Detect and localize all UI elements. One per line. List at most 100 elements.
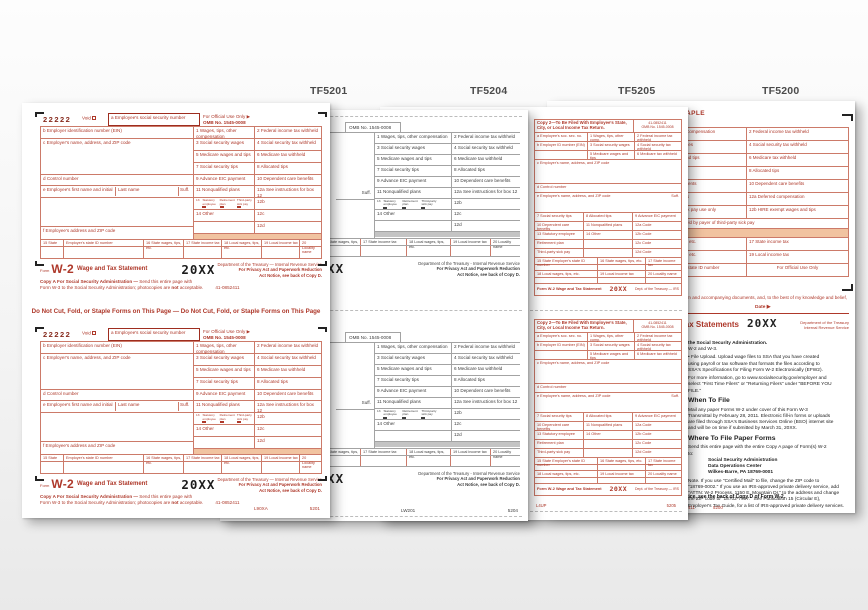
box-label: 19 Local income tax	[450, 239, 490, 245]
box-label: 12b	[254, 198, 321, 210]
box-label: b Employer identification number (EIN)	[41, 127, 193, 139]
statutory-employee-checkbox	[202, 206, 207, 209]
registration-corner-mark	[35, 112, 44, 117]
box-label: 20 Locality name	[299, 240, 321, 254]
retirement-plan-checkbox	[219, 421, 224, 424]
registration-corner-mark	[318, 261, 327, 266]
w2-copy-2-form: Copy 2—To Be Filed With Employee's State…	[535, 320, 681, 495]
department-line: Department of the Treasury - Internal Re…	[418, 471, 520, 476]
box-label: 12a Deferred compensation	[746, 193, 848, 205]
box-label: 14 Other	[583, 231, 632, 239]
box-label: b Employer ID number (EIN)	[537, 343, 585, 347]
box-label: 12a See instructions for box 12	[254, 186, 321, 198]
box-label: 2 Federal income tax withheld	[634, 133, 681, 142]
box-label: 12c	[254, 425, 321, 437]
box-label: 12c	[451, 420, 520, 430]
box-label: 7 Social security tips	[537, 414, 572, 418]
box-label: d Control number	[41, 390, 193, 402]
box-label: 2 Federal income tax withheld	[254, 127, 321, 138]
copy-2-header: City, or Local Income Tax Return.	[537, 324, 605, 330]
omb-number: OMB No. 1545-0008	[641, 125, 674, 130]
state-value-cell	[597, 465, 645, 470]
box-label: 1 Wages, tips, other comp.	[587, 133, 634, 142]
copy-2-header: Copy 2—To Be Filed With Employee's State…	[537, 320, 627, 325]
box-label: 10 Dependent care benefits	[451, 177, 520, 187]
box-label: Third-party sick pay	[421, 409, 437, 417]
form-title: Form W-2 Wage and Tax Statement	[537, 286, 602, 292]
state-value-cell	[597, 478, 645, 483]
box-label: e Employee's name, address, and ZIP code	[537, 194, 611, 198]
divider	[336, 409, 374, 410]
form-word: Form	[40, 483, 50, 488]
page-number: 5201	[309, 506, 320, 511]
box-label: 17 State income tax	[360, 449, 406, 455]
box-label: Statutory employee	[383, 409, 397, 417]
box-13-number: 13	[196, 198, 200, 203]
state-value-cell	[645, 465, 681, 470]
copy-a-line: Form W-3 to the Social Security Administ…	[40, 285, 172, 291]
box-label: Employer's state ID number	[63, 455, 143, 461]
box-label: Retirement plan	[219, 198, 235, 206]
box-13-number: 13	[196, 413, 200, 418]
box-label: Retirement plan	[402, 409, 418, 417]
box-label: a Employee's soc. sec. no.	[537, 134, 583, 138]
box-label: 6 Medicare tax withheld	[451, 155, 520, 165]
box-label: 8 Allocated tips	[451, 376, 520, 386]
date-label: Date ▶	[755, 305, 771, 310]
w2-copy-2-form: Copy 2—To Be Filed With Employee's State…	[535, 120, 681, 295]
privacy-line: Act Notice, see back of Copy D.	[457, 481, 520, 487]
box-label: 14 Income tax withheld by payer of third…	[644, 219, 848, 229]
box-label: e Employee's first name and initial	[43, 402, 113, 408]
box-label: 10 Dependent care benefits	[537, 223, 570, 232]
registration-corner-mark	[842, 114, 853, 121]
box-label: Retirement plan	[402, 199, 418, 207]
state-value-cell	[535, 478, 597, 483]
divider	[336, 199, 374, 200]
ssa-address-line: Wilkes-Barre, PA 18769-0001	[708, 470, 774, 476]
box-label: d Control number	[535, 184, 681, 193]
official-use-label: For Official Use Only ▶	[203, 329, 251, 334]
box-label: 16 State wages, tips, etc.	[597, 458, 645, 464]
form-title: Form W-2 Wage and Tax Statement	[537, 486, 602, 492]
state-value-cell	[41, 462, 63, 473]
box-label: 18 Local wages, tips, etc.	[537, 472, 580, 476]
w2-laser-form: OMB No. 1545-0008 Suff. 1 Wages, tips, o…	[238, 332, 520, 487]
instruction-line: the Social Security Administration.	[688, 341, 768, 346]
ssa-address-line: Data Operations Center	[708, 464, 762, 470]
state-value-cell	[406, 456, 450, 466]
shaded-band	[194, 449, 321, 454]
box-14-area	[194, 437, 254, 448]
box-label: 1 Wages, tips, other compensation	[196, 128, 237, 139]
box-label: 9 Advance EIC payment	[632, 213, 681, 221]
state-value-cell	[490, 456, 520, 466]
privacy-line: Act Notice, see back of Copy D.	[457, 271, 520, 277]
box-label: 4 Social security tax withheld	[254, 139, 321, 150]
box-label: 18 Local wages, tips, etc.	[406, 239, 450, 249]
box-label: 19 Local income tax	[261, 240, 299, 246]
state-value-cell	[645, 478, 681, 483]
omb-number: OMB No. 1545-0008	[203, 334, 246, 340]
box-label: 12d Code	[632, 449, 681, 457]
box-label: c Employer's name, address, and ZIP code	[41, 354, 193, 390]
box-label: 12a See instructions for box 12	[451, 188, 520, 198]
box-cell	[583, 240, 632, 248]
box-label: 1 Wages, tips, other comp.	[587, 333, 634, 342]
box-label: 5 Medicare wages and tips	[196, 151, 251, 157]
state-value-cell	[535, 278, 597, 283]
state-value-cell	[450, 456, 490, 466]
registration-corner-mark	[842, 284, 853, 291]
box-label: 12d	[451, 221, 520, 231]
box-label: 7 Social security tips	[377, 167, 419, 172]
box-label: 14 Other	[583, 431, 632, 439]
state-value-cell	[360, 246, 406, 256]
perforation-line	[226, 310, 522, 311]
box-label: Statutory employee	[202, 413, 216, 421]
instruction-line: FILE."	[688, 388, 702, 394]
privacy-line: Act Notice, see back of Copy D.	[259, 272, 322, 278]
box-label: Suff.	[671, 194, 679, 198]
shaded-band	[194, 234, 321, 239]
box-label: 5 Medicare wages and tips	[196, 366, 251, 372]
employee-name-area	[41, 413, 193, 441]
box-label: 19 Local income tax	[450, 449, 490, 455]
box-label: 5 Medicare wages and tips	[377, 366, 432, 371]
